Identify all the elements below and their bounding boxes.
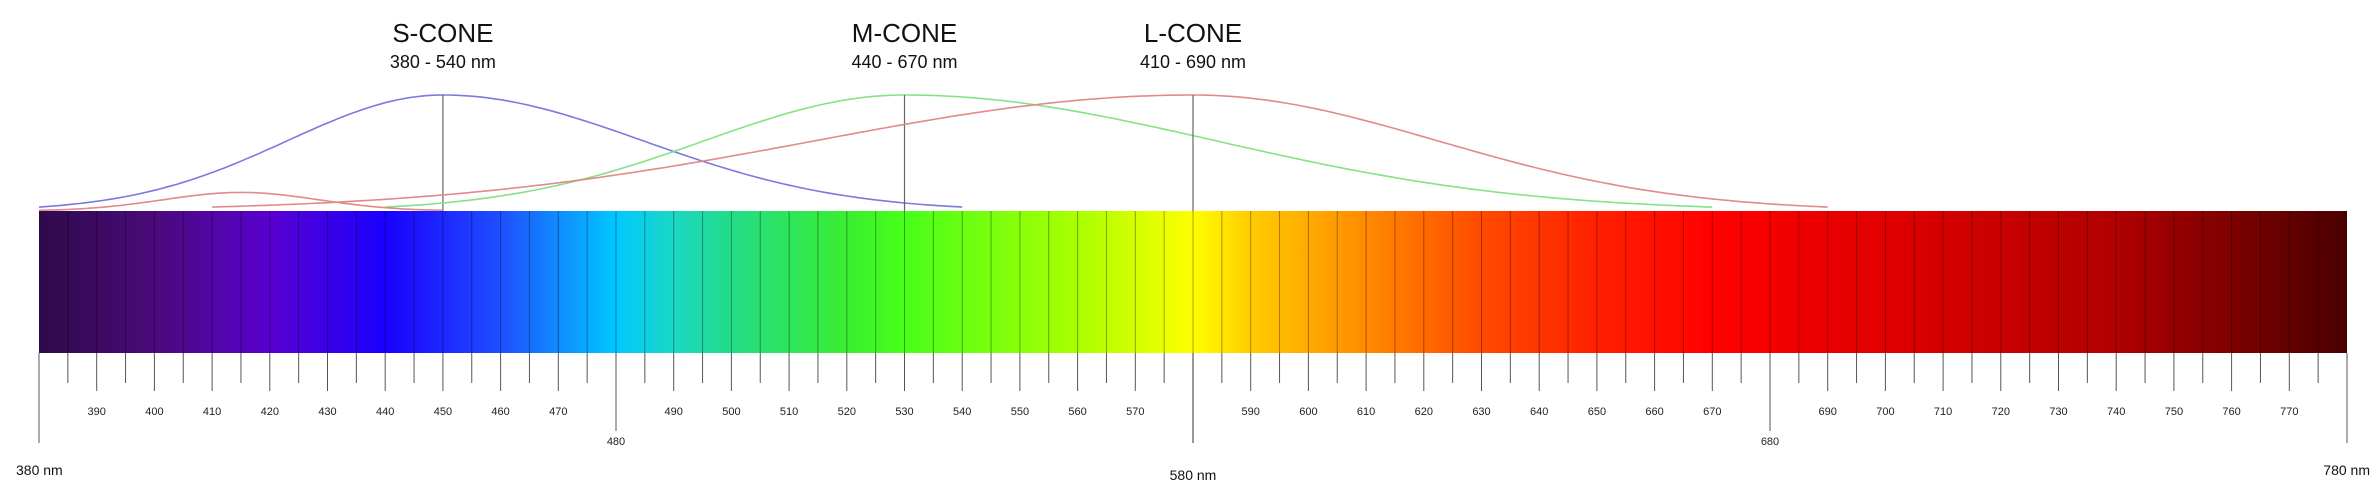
tick-label: 420 [261,406,279,418]
tick-label: 540 [953,406,971,418]
tick-label: 690 [1819,406,1837,418]
tick-label: 500 [722,406,740,418]
tick-label: 740 [2107,406,2125,418]
tick-label: 610 [1357,406,1375,418]
tick-label: 410 [203,406,221,418]
tick-label: 730 [2049,406,2067,418]
tick-label: 680 [1761,436,1779,448]
end-label-right: 780 nm [2323,462,2370,478]
spectrum-bar [39,211,2347,353]
tick-label: 550 [1011,406,1029,418]
cone-name: M-CONE [852,18,957,48]
cone-range: 440 - 670 nm [851,52,957,72]
tick-label: 470 [549,406,567,418]
axis-ticks: 390 400 410 420 430 440 450 460 470 480 490 500 510 5… [38,353,2348,448]
cone-range: 410 - 690 nm [1140,52,1246,72]
tick-label: 490 [665,406,683,418]
end-labels: 380 nm 580 nm 780 nm [16,462,2370,483]
tick-label: 700 [1876,406,1894,418]
tick-label: 640 [1530,406,1548,418]
tick-label: 400 [145,406,163,418]
tick-label: 770 [2280,406,2298,418]
tick-label: 650 [1588,406,1606,418]
end-label-center: 580 nm [1170,467,1217,483]
cone-name: L-CONE [1144,18,1242,48]
tick-label: 520 [838,406,856,418]
tick-label: 570 [1126,406,1144,418]
tick-label: 390 [88,406,106,418]
tick-label: 600 [1299,406,1317,418]
tick-label: 480 [607,436,625,448]
tick-label: 720 [1992,406,2010,418]
tick-label: 530 [895,406,913,418]
tick-label: 430 [318,406,336,418]
tick-label: 670 [1703,406,1721,418]
cone-curves [38,94,1828,443]
tick-label: 590 [1242,406,1260,418]
spectrum-band-lines [67,211,2319,353]
tick-label: 750 [2165,406,2183,418]
tick-label: 620 [1415,406,1433,418]
tick-label: 660 [1645,406,1663,418]
end-label-left: 380 nm [16,462,63,478]
tick-label: 450 [434,406,452,418]
tick-label: 560 [1068,406,1086,418]
cone-curve-secondary [38,191,443,212]
tick-label: 440 [376,406,394,418]
tick-label: 630 [1472,406,1490,418]
tick-label: 710 [1934,406,1952,418]
cone-name: S-CONE [392,18,493,48]
cone-curve [212,94,1828,208]
tick-label: 760 [2222,406,2240,418]
tick-label: 460 [491,406,509,418]
cone-labels: S-CONE 380 - 540 nm M-CONE 440 - 670 nm L-CO… [390,18,1246,72]
cone-curve [385,94,1713,208]
cone-range: 380 - 540 nm [390,52,496,72]
cone-curve [38,94,963,208]
tick-label: 510 [780,406,798,418]
